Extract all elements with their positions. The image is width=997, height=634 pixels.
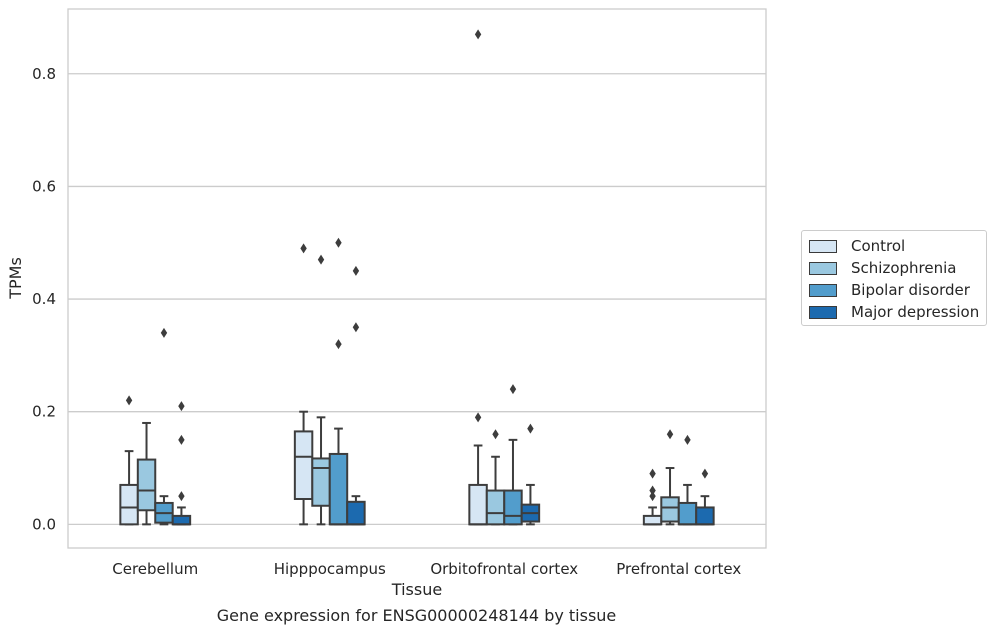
box-group (468, 29, 488, 526)
box (328, 452, 349, 526)
outlier-point (352, 322, 360, 333)
legend-label-control: Control (851, 237, 906, 255)
box (485, 489, 506, 526)
chart-caption: Gene expression for ENSG00000248144 by t… (216, 606, 617, 625)
box-group (154, 327, 174, 526)
box-group (293, 243, 314, 526)
outlier-point (509, 384, 517, 395)
outlier-point (335, 339, 342, 350)
legend-item-control: Control (809, 236, 905, 256)
outlier-point (335, 237, 342, 248)
y-tick-label: 0.2 (32, 403, 56, 421)
plot-frame (67, 8, 767, 549)
legend-swatch-major-depression (809, 305, 837, 319)
tick-labels: 0.0 0.2 0.4 0.6 0.8 Cerebellum Hipppocampus Orb… (32, 65, 741, 578)
box-group (328, 237, 349, 526)
outlier-point (474, 29, 482, 40)
outlier-point (160, 327, 168, 338)
legend-label-schizophrenia: Schizophrenia (851, 259, 957, 277)
outlier-point (178, 491, 185, 502)
box-plot-chart: 0.0 0.2 0.4 0.6 0.8 Cerebellum Hipppocampus Orb… (6, 8, 767, 599)
outlier-point (684, 434, 691, 445)
box (346, 500, 366, 526)
y-axis-label: TPMs (6, 257, 25, 300)
outlier-point (649, 468, 656, 479)
box (677, 501, 698, 526)
box (293, 430, 314, 500)
y-tick-label: 0.8 (32, 65, 56, 83)
box-group (520, 423, 541, 526)
box-group (136, 421, 157, 526)
x-tick-label: Cerebellum (112, 560, 198, 578)
plot-background (68, 9, 766, 548)
outlier-point (474, 412, 482, 423)
legend-label-bipolar-disorder: Bipolar disorder (851, 281, 970, 299)
box (660, 496, 680, 523)
legend-item-major-depression: Major depression (809, 302, 979, 322)
outlier-point (125, 395, 133, 406)
legend-label-major-depression: Major depression (851, 303, 980, 321)
box (468, 483, 488, 526)
legend-item-schizophrenia: Schizophrenia (809, 258, 956, 278)
box-group (171, 401, 192, 526)
outlier-point (178, 401, 185, 412)
outlier-point (649, 491, 656, 502)
box (136, 458, 157, 512)
legend-swatch-schizophrenia (809, 261, 837, 275)
box (171, 514, 192, 526)
box (119, 483, 139, 526)
box-group (485, 429, 506, 526)
box (642, 514, 663, 526)
box (311, 457, 331, 507)
y-tick-label: 0.4 (32, 290, 56, 308)
box-group (346, 265, 366, 526)
outlier-point (178, 434, 185, 445)
legend-swatch-control (809, 239, 837, 253)
outlier-point (300, 243, 307, 254)
boxes-layer (119, 29, 715, 526)
y-tick-label: 0.0 (32, 515, 56, 533)
y-tick-label: 0.6 (32, 177, 56, 195)
x-tick-label: Orbitofrontal cortex (430, 560, 578, 578)
box (503, 489, 523, 526)
box-group (695, 468, 715, 526)
x-axis-label: Tissue (391, 580, 442, 599)
legend-item-bipolar-disorder: Bipolar disorder (809, 280, 970, 300)
legend-swatch-bipolar-disorder (809, 283, 837, 297)
outlier-point (527, 423, 534, 434)
outlier-point (649, 485, 656, 496)
outlier-point (666, 429, 674, 440)
box-group (311, 254, 331, 526)
outlier-point (317, 254, 325, 265)
outlier-point (701, 468, 709, 479)
outlier-point (492, 429, 499, 440)
x-tick-label: Hipppocampus (274, 560, 386, 578)
x-tick-label: Prefrontal cortex (616, 560, 741, 578)
box (695, 506, 715, 526)
legend: Control Schizophrenia Bipolar disorder M… (801, 230, 987, 326)
outlier-point (352, 265, 360, 276)
